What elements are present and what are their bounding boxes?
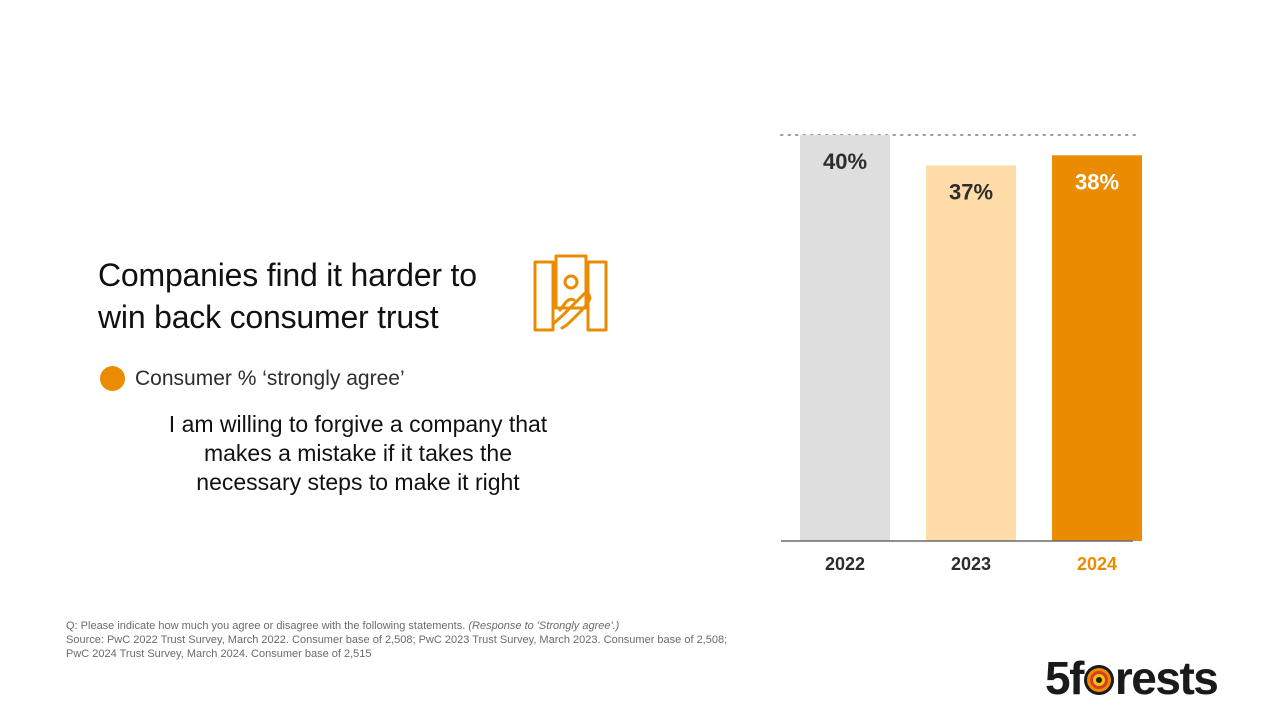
x-tick-2022: 2022 [825, 554, 865, 574]
survey-statement: I am willing to forgive a company that m… [168, 411, 548, 495]
footnote-source-line-1: Source: PwC 2022 Trust Survey, March 202… [66, 634, 728, 646]
footnote: Q: Please indicate how much you agree or… [66, 619, 826, 661]
legend-swatch [100, 366, 125, 391]
bar-label-2023: 37% [949, 179, 993, 204]
legend: Consumer % ‘strongly agree’ [100, 366, 405, 391]
brand-logo: 5f rests [1045, 650, 1219, 706]
bar-chart: 40% 2022 37% 2023 38% 2024 [780, 134, 1142, 574]
hand-holding-money-icon [533, 254, 608, 332]
bar-label-2022: 40% [823, 149, 867, 174]
logo-text-suffix: rests [1114, 652, 1219, 704]
x-tick-2023: 2023 [951, 554, 991, 574]
bar-label-2024: 38% [1075, 169, 1119, 194]
footnote-question: Q: Please indicate how much you agree or… [66, 620, 620, 632]
slide-title: Companies find it harder to win back con… [98, 257, 477, 335]
bar-2022 [800, 135, 890, 541]
x-tick-2024: 2024 [1077, 554, 1117, 574]
bar-2023 [926, 165, 1016, 541]
target-ring-icon [1083, 665, 1114, 695]
footnote-question-note: (Response to 'Strongly agree'.) [468, 620, 620, 632]
logo-text-prefix: 5f [1045, 652, 1084, 704]
footnote-source-line-2: PwC 2024 Trust Survey, March 2024. Consu… [66, 648, 372, 660]
legend-label: Consumer % ‘strongly agree’ [135, 366, 405, 390]
bar-2024 [1052, 155, 1142, 542]
